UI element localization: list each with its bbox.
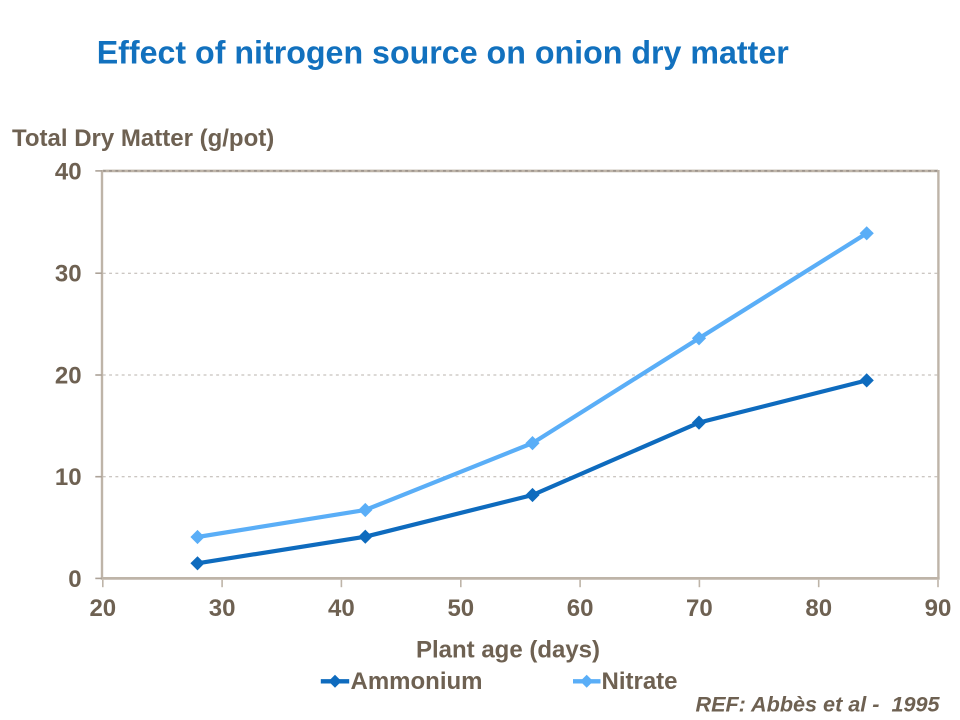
- svg-text:30: 30: [55, 261, 82, 288]
- svg-text:50: 50: [447, 595, 474, 622]
- svg-text:80: 80: [805, 595, 832, 622]
- svg-text:70: 70: [686, 595, 713, 622]
- svg-text:Total Dry Matter (g/pot): Total Dry Matter (g/pot): [12, 125, 274, 152]
- svg-text:60: 60: [567, 595, 594, 622]
- svg-text:Ammonium: Ammonium: [351, 668, 483, 695]
- svg-text:Nitrate: Nitrate: [602, 668, 678, 695]
- svg-text:20: 20: [55, 362, 82, 389]
- svg-text:20: 20: [89, 595, 116, 622]
- svg-text:90: 90: [925, 595, 952, 622]
- svg-text:40: 40: [328, 595, 355, 622]
- svg-text:40: 40: [55, 158, 82, 185]
- svg-text:30: 30: [209, 595, 236, 622]
- svg-text:10: 10: [55, 464, 82, 491]
- svg-text:0: 0: [68, 566, 81, 593]
- svg-text:Effect of nitrogen source on o: Effect of nitrogen source on onion dry m…: [97, 34, 790, 70]
- svg-text:REF: Abbès et al - 1995: REF: Abbès et al - 1995: [695, 691, 940, 716]
- svg-text:Plant age (days): Plant age (days): [416, 636, 600, 663]
